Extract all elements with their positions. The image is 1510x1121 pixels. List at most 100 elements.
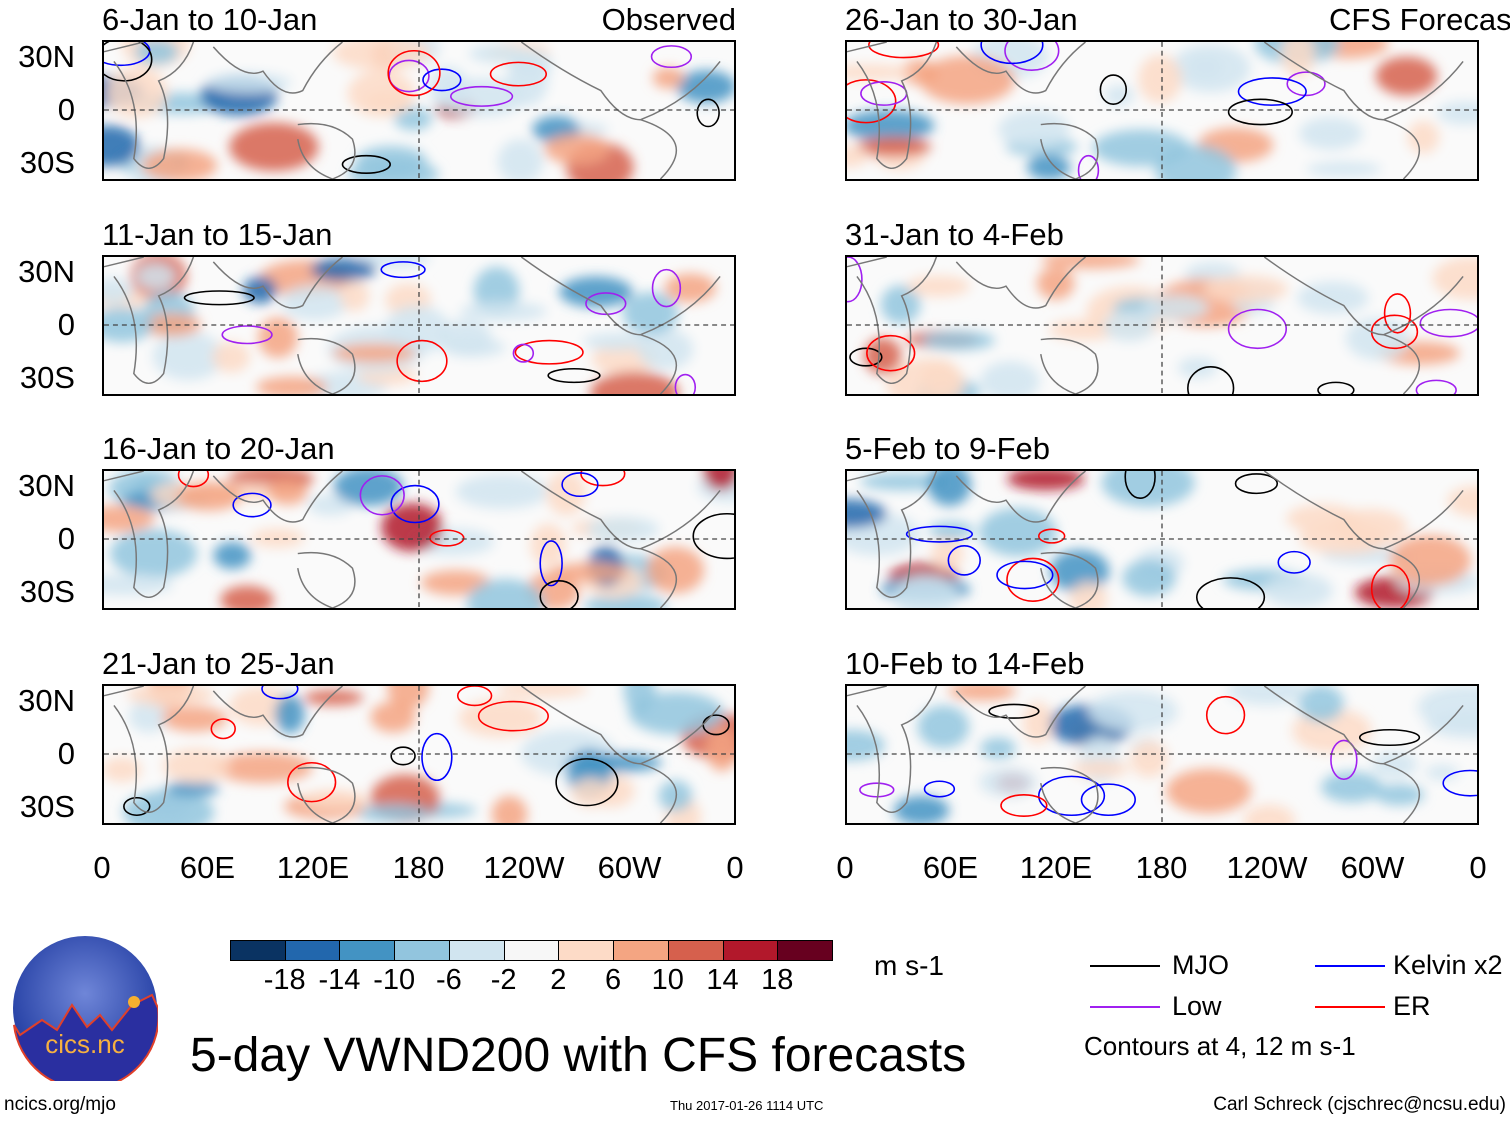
- anomaly-shade: [1243, 804, 1296, 823]
- colorbar-box: [394, 940, 450, 961]
- anomaly-shade: [394, 107, 432, 131]
- anomaly-shade: [571, 778, 611, 808]
- anomaly-shade: [251, 528, 305, 548]
- legend-line-kelvin: [1315, 965, 1385, 967]
- panel-title: 5-Feb to 9-Feb: [845, 431, 1051, 466]
- anomaly-shade: [370, 701, 417, 733]
- anomaly-shade: [1088, 690, 1178, 732]
- cics-logo[interactable]: cics.nc: [12, 935, 160, 1090]
- wave-contour: [1227, 308, 1288, 350]
- anomaly-shade: [1345, 317, 1410, 360]
- anomaly-shade: [381, 503, 443, 552]
- anomaly-shade: [703, 471, 734, 491]
- anomaly-shade: [1130, 740, 1168, 778]
- wave-contour: [1277, 550, 1311, 574]
- anomaly-shade: [258, 317, 298, 359]
- legend-line-mjo: [1090, 965, 1160, 967]
- anomaly-shade: [496, 686, 588, 698]
- wave-contour: [868, 42, 940, 59]
- colorbar-box: [613, 940, 669, 961]
- map-panel: [102, 40, 736, 181]
- colorbar-label: 18: [761, 964, 794, 996]
- anomaly-shade: [1432, 257, 1477, 300]
- anomaly-shade: [546, 471, 586, 516]
- anomaly-shade: [1040, 257, 1141, 269]
- anomaly-shade: [104, 125, 140, 167]
- anomaly-shade: [622, 291, 679, 335]
- wave-contour: [1419, 308, 1477, 338]
- wave-contour: [1237, 77, 1307, 106]
- anomaly-shade: [979, 507, 1057, 557]
- anomaly-shade: [980, 737, 1016, 759]
- footer-timestamp: Thu 2017-01-26 1114 UTC: [670, 1098, 824, 1113]
- lat-label: 30S: [19, 789, 75, 824]
- anomaly-shade: [847, 729, 885, 761]
- wave-contour: [421, 732, 453, 782]
- wave-contour: [221, 325, 273, 345]
- anomaly-shade: [212, 341, 251, 373]
- wave-contour: [429, 529, 465, 547]
- column-label: Observed: [601, 2, 736, 37]
- wave-contour: [1006, 557, 1060, 602]
- anomaly-shade: [104, 573, 174, 596]
- anomaly-shade: [280, 285, 349, 321]
- anomaly-shade: [1320, 771, 1383, 803]
- anomaly-shade: [706, 726, 734, 772]
- anomaly-shade: [847, 110, 935, 142]
- wave-contour: [905, 525, 973, 543]
- anomaly-shade: [355, 804, 431, 823]
- wave-contour: [359, 475, 405, 516]
- anomaly-shade: [213, 752, 313, 784]
- anomaly-shade: [931, 536, 964, 572]
- anomaly-shade: [332, 42, 430, 71]
- colorbar-label: 2: [550, 964, 567, 996]
- wave-contour: [547, 367, 601, 384]
- figure-title: 5-day VWND200 with CFS forecasts: [190, 1029, 967, 1082]
- wave-contour: [580, 471, 626, 487]
- anomaly-shade: [919, 55, 1015, 105]
- footer-url[interactable]: ncics.org/mjo: [4, 1094, 116, 1115]
- anomaly-shade: [628, 691, 725, 735]
- anomaly-shade: [141, 148, 218, 179]
- anomaly-shade: [243, 276, 277, 304]
- lat-label: 30S: [19, 145, 75, 180]
- lon-label: 0: [726, 850, 744, 885]
- wave-contour: [860, 81, 908, 106]
- panel-title: 6-Jan to 10-Jan: [102, 2, 318, 37]
- anomaly-shade: [917, 705, 970, 749]
- lon-label: 60W: [597, 850, 662, 885]
- anomaly-shade: [303, 689, 364, 706]
- anomaly-shade: [310, 257, 377, 282]
- anomaly-shade: [859, 472, 948, 491]
- map-panel: [845, 255, 1479, 396]
- anomaly-shade: [458, 698, 543, 738]
- wave-contour: [477, 700, 549, 732]
- lat-label: 0: [57, 521, 75, 556]
- anomaly-shade: [497, 139, 544, 179]
- coastlines: [847, 686, 1464, 823]
- wave-contour: [585, 292, 627, 316]
- anomaly-shade: [1447, 485, 1477, 517]
- lon-label: 0: [1469, 850, 1487, 885]
- anomaly-shade: [589, 371, 680, 394]
- wave-contour: [387, 49, 441, 97]
- anomaly-shade: [1389, 535, 1472, 586]
- anomaly-shade: [847, 145, 869, 168]
- wave-contour: [1037, 775, 1106, 817]
- anomaly-shade: [1036, 266, 1075, 300]
- anomaly-shade: [122, 789, 215, 823]
- colorbar-label: 10: [651, 964, 684, 996]
- anomaly-shade: [104, 277, 132, 305]
- anomaly-shade: [1306, 161, 1382, 178]
- anomaly-shade: [582, 332, 651, 351]
- coastlines: [104, 471, 721, 608]
- anomaly-shade: [1026, 154, 1071, 179]
- map-panel: [102, 684, 736, 825]
- wave-contour: [674, 373, 697, 394]
- anomaly-shade: [347, 159, 439, 179]
- panel-title: 31-Jan to 4-Feb: [845, 217, 1064, 252]
- wave-contour: [1099, 74, 1128, 105]
- colorbar-box: [339, 940, 396, 961]
- panel-title: 10-Feb to 14-Feb: [845, 646, 1085, 681]
- anomaly-shade: [1165, 768, 1252, 814]
